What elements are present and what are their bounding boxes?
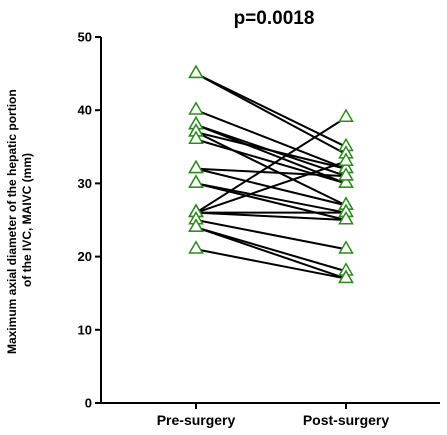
pair-line bbox=[195, 182, 347, 221]
y-axis-label: Maximum axial diameter of the hepatic po… bbox=[5, 86, 34, 354]
pair-line bbox=[195, 131, 347, 170]
pre-surgery-point bbox=[188, 159, 204, 174]
pre-surgery-point bbox=[188, 240, 204, 254]
pair-line bbox=[195, 211, 347, 221]
pre-surgery-point bbox=[188, 218, 204, 232]
y-axis-label-line-2: of the IVC, MAIVC (mm) bbox=[20, 153, 34, 287]
pair-line bbox=[195, 219, 347, 251]
pair-line bbox=[195, 226, 347, 273]
pair-line bbox=[195, 160, 347, 214]
post-surgery-point bbox=[338, 108, 354, 123]
data-markers bbox=[188, 64, 354, 284]
y-tick-label: 10 bbox=[78, 322, 92, 337]
pre-surgery-point bbox=[188, 174, 204, 188]
pre-surgery-point bbox=[188, 101, 204, 115]
post-surgery-point bbox=[338, 174, 354, 188]
pair-line bbox=[195, 123, 347, 185]
post-surgery-point bbox=[338, 269, 354, 284]
y-tick-label: 0 bbox=[85, 396, 92, 411]
post-surgery-point bbox=[338, 152, 354, 166]
pair-line bbox=[195, 248, 347, 280]
pair-line bbox=[195, 72, 347, 148]
pair-line bbox=[195, 226, 347, 280]
y-axis-label-line-1: Maximum axial diameter of the hepatic po… bbox=[5, 89, 19, 354]
pair-line bbox=[195, 109, 347, 170]
post-surgery-point bbox=[338, 167, 354, 181]
y-tick-label: 30 bbox=[78, 176, 92, 191]
pair-line bbox=[195, 72, 347, 156]
post-surgery-point bbox=[338, 210, 354, 225]
pair-line bbox=[195, 116, 347, 214]
y-tick-label: 40 bbox=[78, 103, 92, 118]
pair-line bbox=[195, 182, 347, 214]
pair-line bbox=[195, 131, 347, 207]
post-surgery-point bbox=[338, 240, 354, 254]
y-tick-label: 50 bbox=[78, 30, 92, 45]
pair-line bbox=[195, 138, 347, 185]
pre-surgery-point bbox=[188, 130, 204, 144]
y-tick-label: 20 bbox=[78, 249, 92, 264]
pair-line bbox=[195, 167, 347, 178]
pair-lines bbox=[195, 72, 347, 280]
axes: 0 10 20 30 40 50 Pre-surgery Post-surgery bbox=[78, 30, 440, 428]
pre-surgery-point bbox=[188, 64, 204, 79]
x-tick-label: Pre-surgery bbox=[157, 412, 236, 428]
chart-title: p=0.0018 bbox=[234, 8, 315, 29]
x-tick-label: Post-surgery bbox=[303, 412, 390, 428]
